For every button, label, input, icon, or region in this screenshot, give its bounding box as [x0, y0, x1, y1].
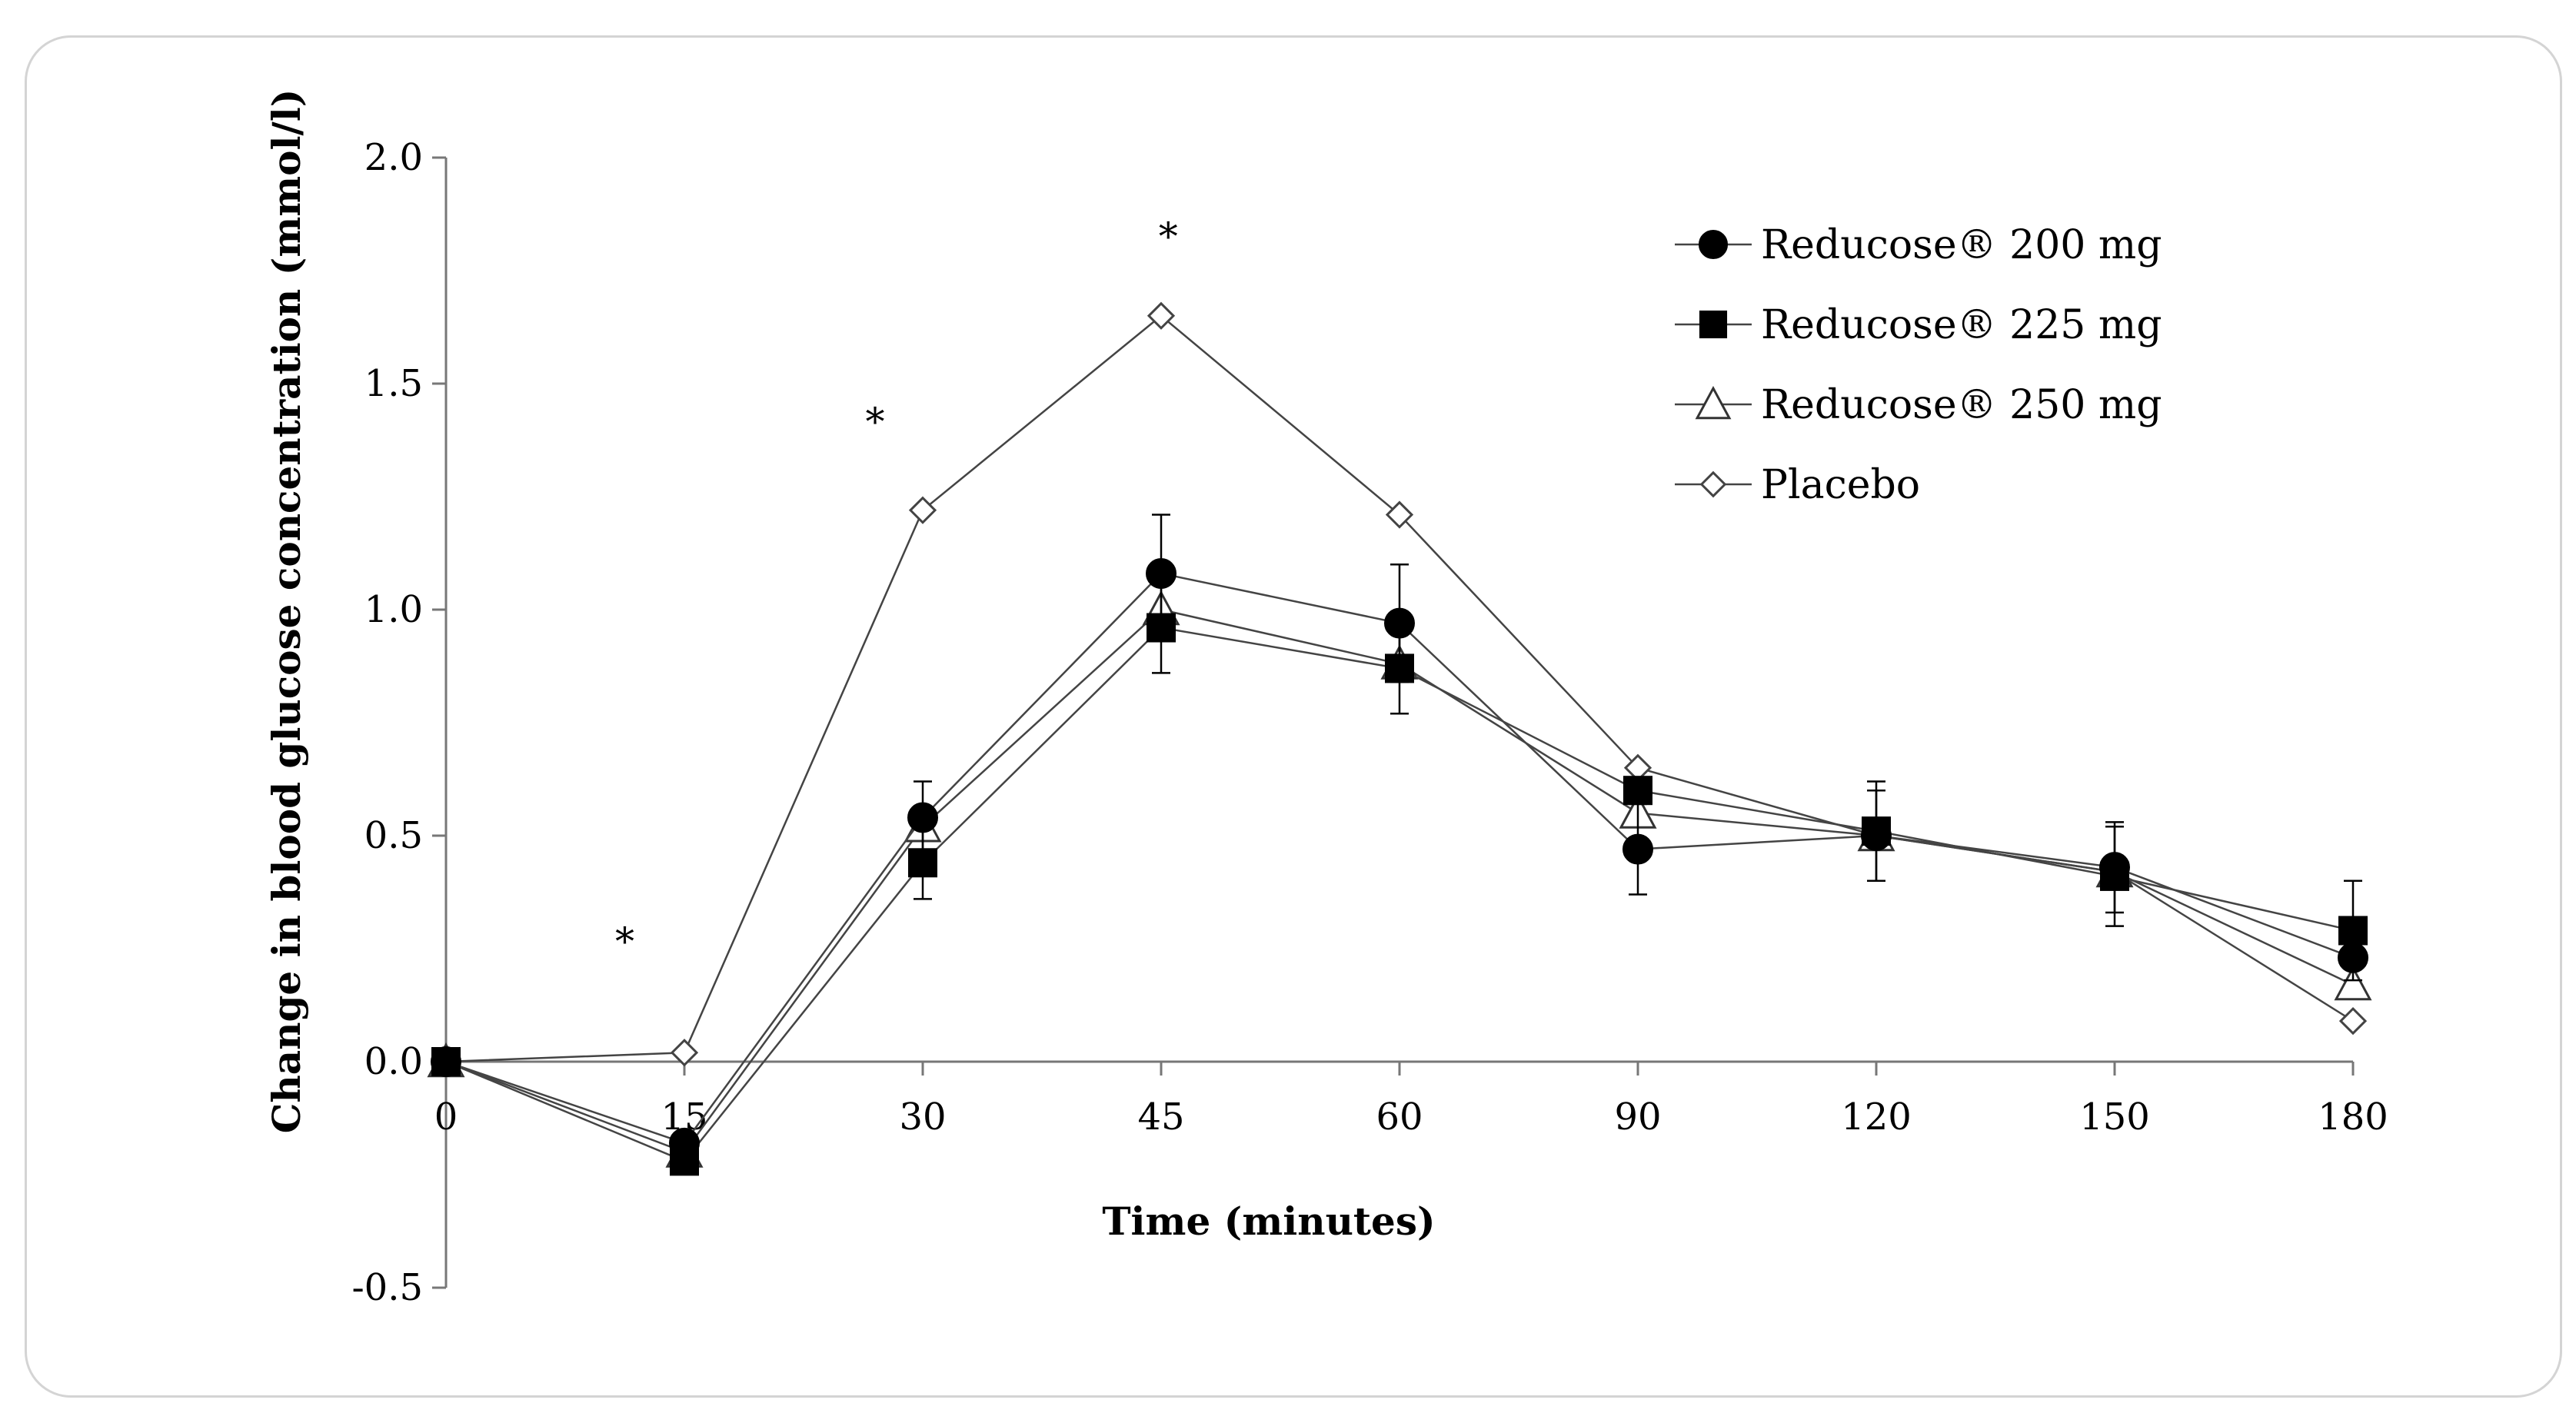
annotations: * * * — [615, 214, 1178, 964]
point-diamond — [1147, 301, 1176, 330]
x-tick-label: 0 — [434, 1096, 458, 1139]
point-diamond — [670, 1039, 699, 1067]
point-diamond — [1699, 470, 1727, 498]
y-tick-label: 0.0 — [364, 1040, 423, 1083]
point-triangle — [1695, 385, 1732, 420]
series-0 — [431, 514, 2368, 1159]
point-circle — [1622, 833, 1653, 865]
point-triangle — [2334, 965, 2372, 1001]
point-square — [2338, 916, 2368, 946]
y-tick-labels: -0.5 0.0 0.5 1.0 1.5 2.0 — [351, 136, 423, 1309]
legend-entry: Reducose® 200 mg — [1675, 222, 2162, 268]
x-tick-label: 30 — [899, 1096, 946, 1139]
x-tick-labels: 0 15 30 45 60 90 120 150 180 — [434, 1096, 2388, 1139]
point-circle — [2099, 852, 2130, 883]
y-tick-label: 0.5 — [364, 814, 423, 857]
legend: Reducose® 200 mg Reducose® 225 mg Reducose… — [1675, 222, 2162, 508]
legend-entry: Reducose® 225 mg — [1675, 302, 2162, 348]
legend-label: Reducose® 200 mg — [1761, 222, 2162, 268]
x-tick-label: 45 — [1137, 1096, 1184, 1139]
x-tick-label: 90 — [1614, 1096, 1661, 1139]
x-tick-label: 120 — [1841, 1096, 1912, 1139]
x-axis-title: Time (minutes) — [1102, 1199, 1435, 1244]
point-square — [1699, 310, 1728, 339]
series-layer — [427, 301, 2372, 1176]
legend-entry: Reducose® 250 mg — [1675, 382, 2162, 428]
significance-marker: * — [1159, 214, 1178, 259]
point-circle — [1146, 557, 1177, 589]
point-circle — [2338, 942, 2368, 973]
legend-label: Placebo — [1761, 462, 1920, 508]
point-circle — [431, 1046, 461, 1077]
legend-entry: Placebo — [1675, 462, 1920, 508]
y-axis-title: Change in blood glucose concentration (m… — [264, 89, 309, 1134]
y-tick-label: -0.5 — [351, 1266, 423, 1309]
significance-marker: * — [866, 400, 885, 444]
point-circle — [1861, 820, 1892, 851]
x-tick-label: 60 — [1376, 1096, 1423, 1139]
legend-label: Reducose® 225 mg — [1761, 302, 2162, 348]
point-circle — [1384, 607, 1415, 639]
point-circle — [669, 1127, 700, 1159]
significance-marker: * — [615, 919, 634, 964]
x-tick-label: 150 — [2079, 1096, 2150, 1139]
point-square — [1623, 776, 1652, 806]
point-diamond — [2338, 1006, 2368, 1036]
x-tick-label: 180 — [2318, 1096, 2388, 1139]
point-diamond — [908, 496, 937, 524]
y-tick-label: 1.5 — [364, 362, 423, 405]
legend-label: Reducose® 250 mg — [1761, 382, 2162, 428]
point-circle — [907, 802, 938, 833]
y-tick-label: 1.0 — [364, 588, 423, 631]
figure-frame — [25, 35, 2562, 1398]
point-circle — [1698, 229, 1729, 260]
point-diamond — [1385, 500, 1414, 529]
y-tick-label: 2.0 — [364, 136, 423, 179]
